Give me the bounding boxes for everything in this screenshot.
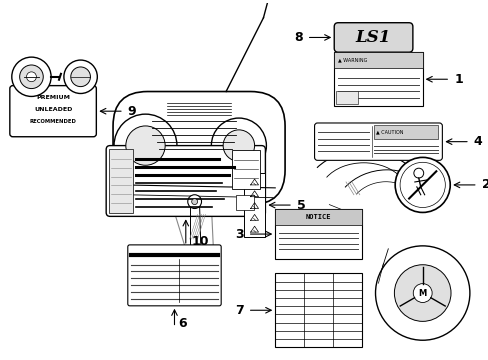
Text: 6: 6 — [178, 317, 187, 330]
Bar — [109, 149, 132, 213]
Text: UNLEADED: UNLEADED — [34, 107, 72, 112]
Bar — [336, 91, 357, 104]
Text: 9: 9 — [127, 105, 136, 118]
Text: 7: 7 — [235, 304, 244, 317]
Circle shape — [191, 199, 197, 204]
Circle shape — [26, 72, 36, 82]
Circle shape — [394, 265, 450, 321]
Circle shape — [413, 168, 423, 178]
Circle shape — [394, 157, 449, 212]
Text: 1: 1 — [453, 73, 462, 86]
Bar — [275, 210, 361, 258]
Circle shape — [412, 284, 431, 302]
FancyBboxPatch shape — [333, 23, 412, 52]
Text: 5: 5 — [296, 199, 305, 212]
Bar — [373, 125, 438, 139]
Text: LS1: LS1 — [355, 29, 390, 46]
Bar — [231, 149, 259, 189]
Text: M: M — [418, 289, 426, 298]
Bar — [275, 273, 361, 282]
Bar — [275, 273, 361, 347]
Circle shape — [20, 65, 43, 89]
Bar — [275, 290, 361, 298]
Text: ▲ CAUTION: ▲ CAUTION — [375, 129, 402, 134]
Bar — [333, 52, 422, 106]
Bar — [275, 323, 361, 331]
Text: PREMIUM: PREMIUM — [36, 95, 70, 100]
Circle shape — [399, 162, 445, 207]
FancyBboxPatch shape — [127, 245, 221, 306]
Circle shape — [64, 60, 97, 94]
Circle shape — [125, 126, 165, 165]
Circle shape — [187, 195, 201, 208]
Bar — [244, 173, 265, 237]
FancyBboxPatch shape — [314, 123, 442, 160]
Text: 2: 2 — [481, 179, 488, 192]
Circle shape — [12, 57, 51, 96]
Text: RECOMMENDED: RECOMMENDED — [30, 118, 76, 123]
FancyBboxPatch shape — [113, 91, 285, 204]
Circle shape — [223, 130, 254, 161]
Bar — [275, 210, 361, 225]
Circle shape — [114, 114, 177, 177]
Text: 8: 8 — [294, 31, 302, 44]
Text: 10: 10 — [191, 235, 209, 248]
Text: 3: 3 — [235, 228, 244, 240]
Bar — [235, 195, 253, 211]
Circle shape — [71, 67, 90, 87]
Text: NOTICE: NOTICE — [305, 214, 330, 220]
Bar — [275, 306, 361, 314]
Text: 4: 4 — [473, 135, 482, 148]
Circle shape — [375, 246, 469, 340]
Bar — [333, 52, 422, 68]
Circle shape — [211, 118, 266, 173]
Text: ▲ WARNING: ▲ WARNING — [338, 58, 367, 63]
FancyBboxPatch shape — [10, 86, 96, 137]
FancyBboxPatch shape — [106, 145, 265, 216]
